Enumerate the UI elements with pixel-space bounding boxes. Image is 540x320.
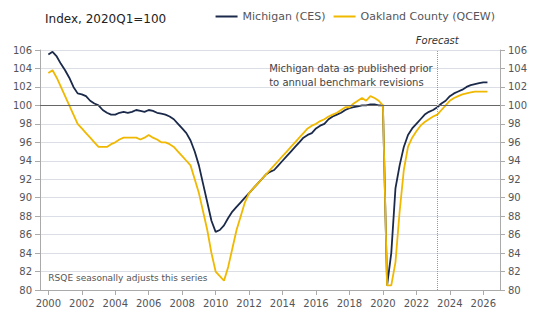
svg-text:92: 92 (19, 174, 32, 185)
svg-text:104: 104 (508, 63, 527, 74)
svg-text:2000: 2000 (36, 298, 61, 309)
svg-text:88: 88 (508, 211, 521, 222)
svg-text:2002: 2002 (69, 298, 94, 309)
svg-text:96: 96 (508, 137, 521, 148)
svg-text:100: 100 (508, 100, 527, 111)
svg-text:86: 86 (19, 229, 32, 240)
svg-text:Michigan (CES): Michigan (CES) (243, 10, 326, 23)
svg-text:94: 94 (508, 155, 521, 166)
svg-text:100: 100 (13, 100, 32, 111)
svg-text:88: 88 (19, 211, 32, 222)
svg-text:102: 102 (508, 81, 527, 92)
svg-text:2024: 2024 (437, 298, 462, 309)
svg-text:Forecast: Forecast (416, 35, 460, 46)
svg-text:RSQE seasonally adjusts this s: RSQE seasonally adjusts this series (48, 273, 207, 283)
svg-text:82: 82 (19, 266, 32, 277)
svg-text:104: 104 (13, 63, 32, 74)
svg-text:82: 82 (508, 266, 521, 277)
svg-text:2014: 2014 (270, 298, 295, 309)
svg-text:2020: 2020 (370, 298, 395, 309)
svg-text:86: 86 (508, 229, 521, 240)
svg-text:102: 102 (13, 81, 32, 92)
svg-text:2026: 2026 (471, 298, 496, 309)
svg-text:2004: 2004 (103, 298, 128, 309)
svg-text:Index, 2020Q1=100: Index, 2020Q1=100 (45, 12, 166, 26)
svg-text:106: 106 (13, 45, 32, 56)
svg-text:98: 98 (19, 118, 32, 129)
svg-text:84: 84 (19, 248, 32, 259)
svg-text:2018: 2018 (337, 298, 362, 309)
svg-text:80: 80 (508, 285, 521, 296)
svg-text:2008: 2008 (169, 298, 194, 309)
svg-text:96: 96 (19, 137, 32, 148)
svg-text:92: 92 (508, 174, 521, 185)
svg-text:80: 80 (19, 285, 32, 296)
svg-text:90: 90 (19, 192, 32, 203)
svg-text:to annual benchmark revisions: to annual benchmark revisions (269, 77, 423, 88)
svg-text:90: 90 (508, 192, 521, 203)
svg-text:94: 94 (19, 155, 32, 166)
svg-text:98: 98 (508, 118, 521, 129)
svg-text:2012: 2012 (236, 298, 261, 309)
svg-text:2006: 2006 (136, 298, 161, 309)
svg-text:2022: 2022 (404, 298, 429, 309)
svg-text:2016: 2016 (303, 298, 328, 309)
svg-text:Michigan data as published pri: Michigan data as published prior (269, 63, 433, 74)
svg-text:106: 106 (508, 45, 527, 56)
svg-text:84: 84 (508, 248, 521, 259)
svg-text:2010: 2010 (203, 298, 228, 309)
svg-text:Oakland County (QCEW): Oakland County (QCEW) (361, 10, 495, 23)
